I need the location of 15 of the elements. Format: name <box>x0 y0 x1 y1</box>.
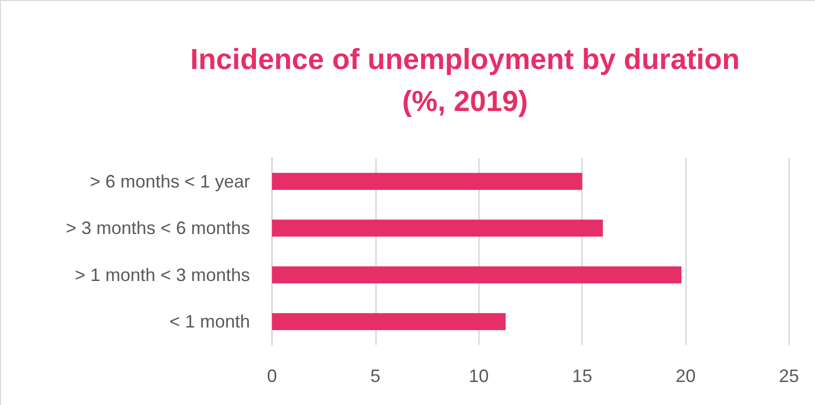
y-tick-label: > 3 months < 6 months <box>66 218 250 238</box>
x-tick-label: 5 <box>370 366 380 386</box>
chart-title: Incidence of unemployment by duration (%, 2019) <box>190 44 740 118</box>
y-tick-label: > 6 months < 1 year <box>90 171 250 192</box>
bar <box>272 266 682 284</box>
x-tick-label: 10 <box>468 366 489 386</box>
bar <box>272 313 506 330</box>
x-tick-label: 20 <box>676 366 696 386</box>
y-tick-label: < 1 month <box>169 312 250 332</box>
bar <box>272 172 582 190</box>
x-tick-label: 0 <box>266 366 278 386</box>
bar <box>272 220 603 237</box>
x-tick-label: 25 <box>778 366 800 386</box>
x-tick-label: 15 <box>572 366 592 386</box>
y-tick-label: > 1 month < 3 months <box>74 264 250 285</box>
